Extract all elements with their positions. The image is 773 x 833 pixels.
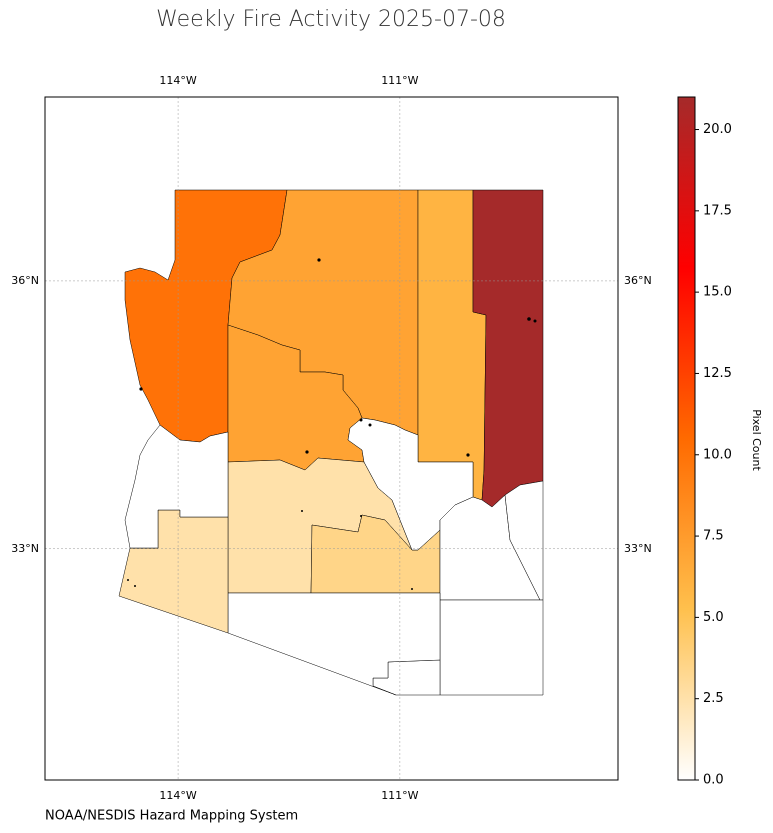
colorbar [677, 96, 696, 781]
colorbar-tick-label: 17.5 [703, 203, 732, 218]
fire-detections [127, 258, 537, 590]
colorbar-tick-label: 15.0 [703, 285, 732, 300]
x-tick-label: 111°W [381, 74, 418, 87]
chart-title: Weekly Fire Activity 2025-07-08 [156, 7, 506, 32]
colorbar-tick-label: 12.5 [703, 366, 732, 381]
region [227, 592, 441, 696]
colorbar-tick-label: 5.0 [703, 610, 724, 625]
x-tick-label: 114°W [159, 74, 196, 87]
colorbar-tick-label: 2.5 [703, 691, 724, 706]
map-frame [44, 96, 619, 781]
y-tick-label: 36°N [11, 274, 39, 287]
y-tick-label: 36°N [624, 274, 652, 287]
x-tick-label: 114°W [159, 789, 196, 802]
colorbar-tick-label: 7.5 [703, 529, 724, 544]
colorbar-tick-label: 20.0 [703, 122, 732, 137]
y-tick-label: 33°N [624, 542, 652, 555]
colorbar-tick-label: 10.0 [703, 447, 732, 462]
region [439, 599, 544, 696]
region [124, 424, 229, 549]
source-credit: NOAA/NESDIS Hazard Mapping System [45, 809, 298, 824]
colorbar-label: Pixel Count [750, 409, 763, 471]
y-tick-label: 33°N [11, 542, 39, 555]
colorbar-tick-label: 0.0 [703, 773, 724, 788]
x-tick-label: 111°W [381, 789, 418, 802]
